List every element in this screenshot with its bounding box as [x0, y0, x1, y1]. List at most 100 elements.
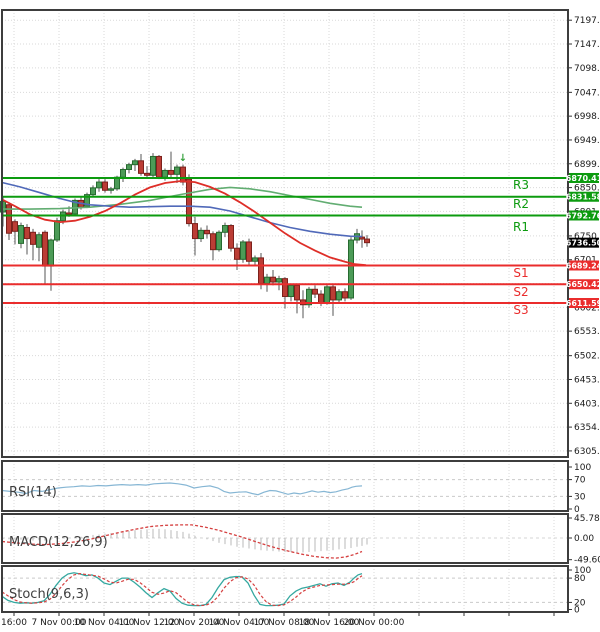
macd-title: MACD(12,26,9): [9, 535, 108, 550]
support-s1-badge-text: 6689.24: [566, 261, 600, 270]
ma_blue-line: [1, 181, 363, 238]
price-axis-label: 7147.80: [574, 40, 600, 50]
candle-body: [192, 223, 198, 240]
candle-body: [168, 169, 174, 175]
stoch-axis-label: 100: [574, 566, 591, 576]
candle-body: [66, 212, 72, 215]
candle-body: [270, 276, 276, 283]
pivot-level-lines: [2, 176, 568, 305]
time-axis-label: 18 Nov 16:00: [299, 618, 360, 628]
rsi-panel-border: [1, 460, 569, 512]
candle-body: [258, 257, 264, 284]
support-s1-badge: [569, 260, 599, 271]
macd-axis-label: -49.605: [574, 556, 600, 566]
price-axis-badges: 6870.41 6831.58 6792.76 6689.24 6650.42 6611.…: [566, 172, 600, 309]
candle-body: [162, 169, 168, 178]
resistance-r3-badge: [569, 172, 599, 183]
price-axis-label: 6998.45: [574, 112, 600, 122]
candle-body: [348, 239, 354, 299]
candle-body: [12, 221, 18, 232]
macd-axis-label: 0.00: [574, 534, 594, 544]
candle-body: [120, 168, 126, 178]
price-axis-label: 6354.65: [574, 423, 600, 433]
candle-body: [252, 257, 258, 262]
candle-body: [318, 293, 324, 304]
support-s2-badge: [569, 279, 599, 290]
ma_red-line: [1, 180, 367, 266]
candle-body: [102, 181, 108, 191]
candle-body: [36, 234, 42, 248]
stoch-title: Stoch(9,6,3): [9, 587, 89, 602]
main-chart-border: [1, 9, 569, 458]
resistance-r2-badge-text: 6831.58: [566, 193, 600, 202]
time-axis-label: 16:00: [1, 618, 27, 628]
candle-body: [246, 241, 252, 262]
candle-body: [90, 187, 96, 196]
candle-body: [132, 160, 138, 166]
price-axis-label: 7197.10: [574, 16, 600, 26]
candle-body: [6, 204, 12, 234]
candle-body: [234, 247, 240, 260]
price-axis-label: 7098.50: [574, 64, 600, 74]
candle-body: [186, 178, 192, 225]
candle-body: [294, 284, 300, 301]
support-s2-badge-text: 6650.42: [566, 280, 600, 289]
support-s3-badge: [569, 298, 599, 309]
candle-body: [324, 286, 330, 304]
candle-body: [342, 291, 348, 299]
candle-body: [108, 188, 114, 191]
price-axis-label: 6403.95: [574, 399, 600, 409]
pivot-label-s1: S1: [513, 266, 528, 280]
resistance-r3-badge-text: 6870.41: [566, 174, 600, 183]
price-axis-label: 6850.55: [574, 184, 600, 194]
pivot-label-s3: S3: [513, 303, 528, 317]
rsi-axis-label: 0: [574, 505, 580, 515]
stoch-k-line: [1, 572, 363, 607]
macd-axis-label: 45.785: [574, 514, 600, 524]
rsi-title: RSI(14): [9, 485, 57, 500]
candle-body: [216, 231, 222, 251]
candle-body: [42, 231, 48, 267]
price-axis-label: 6750.50: [574, 232, 600, 242]
stoch-d-line: [1, 572, 363, 607]
ma_green-line: [2, 186, 363, 210]
pivot-label-r2: R2: [513, 197, 529, 211]
pivot-label-r3: R3: [513, 178, 529, 192]
price-axis-label: 6949.15: [574, 136, 600, 146]
candle-body: [30, 231, 36, 245]
candle-body: [312, 288, 318, 295]
resistance-r1-badge-text: 6792.76: [566, 211, 600, 220]
candle-body: [18, 225, 24, 244]
candle-body: [180, 166, 186, 183]
moving-average-lines: [1, 180, 367, 266]
candle-body: [150, 155, 156, 176]
price-axis-label: 7047.75: [574, 88, 600, 98]
candle-body: [204, 229, 210, 235]
candle-body: [276, 278, 282, 283]
candle-body: [336, 291, 342, 301]
candle-body: [48, 239, 54, 267]
candle-body: [330, 286, 336, 301]
time-axis-label: 14 Nov 04:00: [209, 618, 270, 628]
price-axis-label: 6453.25: [574, 375, 600, 385]
time-axis-label: 20 Nov 00:00: [344, 618, 405, 628]
rsi-line: [1, 482, 363, 496]
sell-signal-arrow-icon: ↓: [179, 153, 187, 164]
candle-body: [228, 225, 234, 249]
candle-body: [198, 229, 204, 240]
last-price-badge-text: 6736.50: [566, 239, 600, 248]
macd-signal-line: [1, 524, 363, 559]
resistance-r2-badge: [569, 191, 599, 202]
time-axis-label: 17 Nov 08:00: [254, 618, 315, 628]
resistance-r1-badge: [569, 210, 599, 221]
macd-panel: 45.785 0.00 -49.605: [1, 514, 600, 566]
time-axis-label: 10 Nov 04:00: [74, 618, 135, 628]
candle-body: [306, 288, 312, 306]
candle-body: [240, 241, 246, 260]
candle-body: [84, 194, 90, 207]
rsi-panel: 100 70 30 0: [1, 461, 591, 515]
pivot-label-r1: R1: [513, 220, 529, 234]
